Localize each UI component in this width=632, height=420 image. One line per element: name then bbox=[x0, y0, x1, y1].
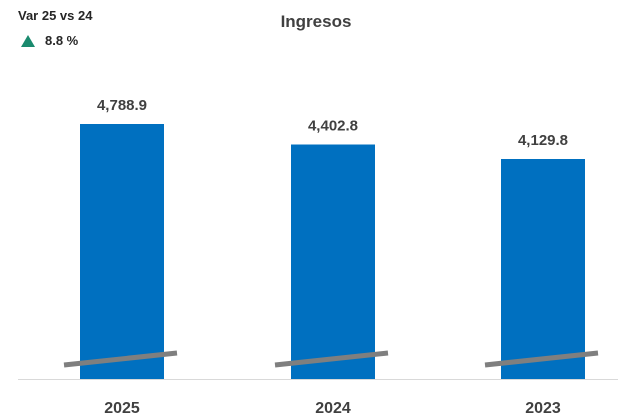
axis-break-mark bbox=[63, 350, 178, 368]
category-label: 2023 bbox=[525, 400, 561, 417]
variance-indicator: Var 25 vs 24 8.8 % bbox=[18, 8, 92, 48]
data-label: 4,402.8 bbox=[308, 118, 358, 135]
up-triangle-icon bbox=[21, 34, 35, 47]
axis-break-mark bbox=[274, 350, 389, 368]
axis-break-mark bbox=[484, 350, 599, 368]
data-label: 4,788.9 bbox=[97, 97, 147, 114]
category-label: 2025 bbox=[104, 400, 140, 417]
bar bbox=[80, 124, 164, 379]
chart-title: Ingresos bbox=[280, 12, 352, 31]
category-label: 2024 bbox=[315, 400, 351, 417]
variance-label: Var 25 vs 24 bbox=[18, 8, 93, 23]
data-label: 4,129.8 bbox=[518, 132, 568, 149]
bar bbox=[291, 144, 375, 379]
variance-value: 8.8 % bbox=[45, 33, 79, 48]
bar bbox=[501, 159, 585, 379]
